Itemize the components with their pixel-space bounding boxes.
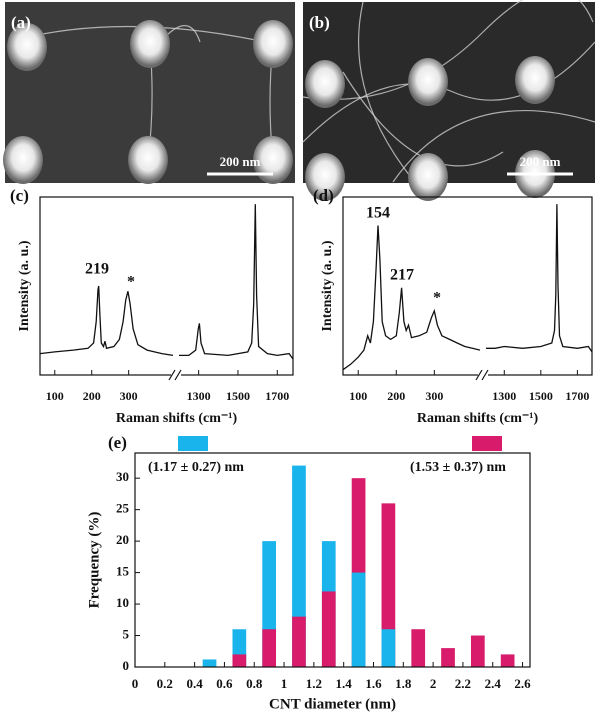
x-tick-label: 1300: [492, 389, 516, 403]
figure: (a)200 nm(b)200 nm100200300130015001700R…: [0, 0, 599, 715]
peak-annotation: 219: [85, 261, 109, 278]
histogram-bar: [262, 629, 276, 667]
x-tick-label: 0: [132, 676, 139, 691]
histogram-bar: [441, 648, 455, 667]
x-tick-label: 200: [387, 389, 405, 403]
legend-label: (1.53 ± 0.37) nm: [410, 460, 506, 475]
y-tick-label: 0: [123, 658, 130, 673]
scale-bar-label: 200 nm: [520, 154, 561, 169]
y-tick-label: 15: [116, 564, 130, 579]
histogram-bar: [292, 617, 306, 667]
x-tick-label: 0.8: [246, 676, 263, 691]
histogram-bar: [501, 654, 515, 667]
y-axis-label: Frequency (%): [86, 512, 102, 609]
peak-annotation: 217: [390, 267, 414, 284]
spectrum-line: [40, 204, 293, 359]
x-tick-label: 1.6: [365, 676, 382, 691]
x-axis-label: Raman shifts (cm⁻¹): [116, 411, 238, 426]
y-tick-label: 20: [116, 532, 129, 547]
x-tick-label: 1.2: [306, 676, 322, 691]
pillar: [408, 58, 448, 106]
x-tick-label: 2.4: [485, 676, 502, 691]
legend-swatch: [472, 436, 502, 451]
pillar: [130, 20, 170, 68]
pillar: [408, 153, 448, 201]
histogram-bar: [352, 573, 366, 667]
panel-label: (b): [309, 13, 330, 32]
histogram-bar: [411, 629, 425, 667]
x-tick-label: 300: [120, 389, 138, 403]
x-tick-label: 0.6: [216, 676, 233, 691]
x-axis-label: Raman shifts (cm⁻¹): [417, 411, 539, 426]
x-tick-label: 1500: [529, 389, 553, 403]
y-tick-label: 10: [116, 595, 129, 610]
panel-label: (a): [11, 13, 31, 32]
y-tick-label: 25: [116, 501, 130, 516]
pillar: [128, 136, 168, 184]
histogram-bar: [232, 654, 246, 667]
x-tick-label: 1300: [187, 389, 211, 403]
panel-label: (d): [313, 186, 334, 205]
x-tick-label: 1.8: [395, 676, 412, 691]
x-tick-label: 200: [83, 389, 101, 403]
histogram-bar: [471, 636, 485, 667]
x-tick-label: 2.6: [514, 676, 531, 691]
histogram-bar: [322, 591, 336, 667]
pillar: [305, 60, 345, 108]
sem-image: (b) 200 nm: [303, 0, 595, 201]
x-tick-label: 1700: [565, 389, 589, 403]
histogram-bar: [203, 659, 217, 667]
sem-image: (a) 200 nm: [3, 2, 295, 184]
histogram-bar: [382, 629, 396, 667]
x-tick-label: 0.2: [157, 676, 173, 691]
peak-annotation: *: [433, 290, 441, 307]
legend-label: (1.17 ± 0.27) nm: [148, 460, 244, 475]
pillar: [3, 136, 43, 184]
x-tick-label: 0.4: [186, 676, 203, 691]
spectrum-line: [343, 204, 592, 370]
x-axis-label: CNT diameter (nm): [269, 696, 396, 712]
x-tick-label: 1500: [226, 389, 250, 403]
x-tick-label: 300: [425, 389, 443, 403]
x-tick-label: 100: [46, 389, 64, 403]
x-tick-label: 100: [349, 389, 367, 403]
scale-bar-label: 200 nm: [220, 154, 261, 169]
y-tick-label: 30: [116, 469, 129, 484]
pillar: [253, 20, 293, 68]
legend-swatch: [178, 436, 208, 451]
x-tick-label: 1700: [265, 389, 289, 403]
x-tick-label: 2: [430, 676, 437, 691]
peak-annotation: 154: [366, 205, 390, 222]
x-tick-label: 1: [281, 676, 288, 691]
panel-label: (c): [10, 186, 29, 205]
x-tick-label: 1.4: [336, 676, 353, 691]
pillar: [515, 56, 555, 104]
peak-annotation: *: [127, 274, 135, 291]
panel-label: (e): [108, 433, 127, 452]
y-axis-label: Intensity (a. u.): [320, 240, 335, 331]
y-tick-label: 5: [123, 627, 130, 642]
x-tick-label: 2.2: [455, 676, 471, 691]
y-axis-label: Intensity (a. u.): [17, 240, 32, 331]
